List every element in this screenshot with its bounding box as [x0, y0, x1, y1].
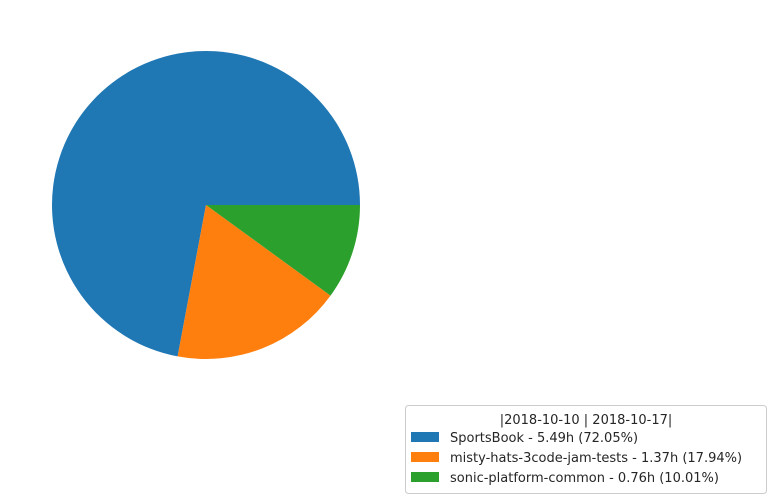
pie-slice-3 [206, 205, 360, 296]
legend-label-3: sonic-platform-common - 0.76h (10.01%) [450, 471, 719, 486]
legend-label-1: SportsBook - 5.49h (72.05%) [450, 431, 638, 446]
pie-slice-1 [52, 51, 360, 357]
legend-swatch-2 [411, 452, 439, 462]
legend: |2018-10-10 | 2018-10-17| SportsBook - 5… [405, 405, 767, 494]
legend-label-2: misty-hats-3code-jam-tests - 1.37h (17.9… [450, 451, 742, 466]
legend-swatch-3 [411, 472, 439, 482]
legend-frame [405, 405, 767, 494]
legend-swatch-1 [411, 432, 439, 442]
legend-title: |2018-10-10 | 2018-10-17| [500, 413, 673, 428]
pie-slice-2 [177, 205, 331, 359]
legend-entries: SportsBook - 5.49h (72.05%) misty-hats-3c… [411, 431, 742, 486]
pie-slices [52, 51, 360, 359]
